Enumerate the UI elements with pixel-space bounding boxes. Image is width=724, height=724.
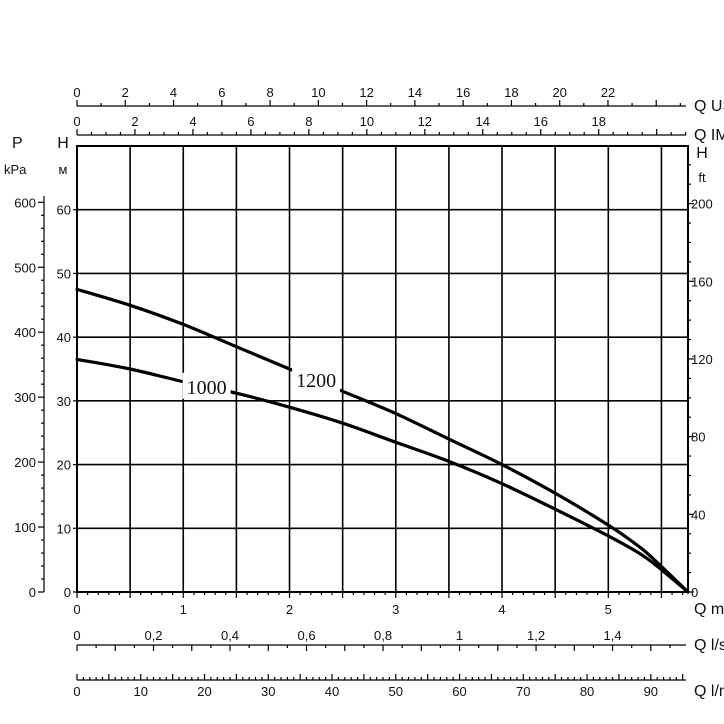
plot-frame — [76, 145, 689, 593]
axis-label-l-min: Q l/min — [694, 683, 724, 700]
x-tick-label-m3h: 2 — [286, 602, 293, 617]
x-tick-label-imp-gpm: 10 — [360, 114, 374, 129]
y-tick-label-p-kpa: 300 — [14, 390, 36, 405]
x-tick-label-imp-gpm: 14 — [476, 114, 490, 129]
y-tick-label-h-m: 60 — [57, 203, 71, 218]
x-tick-label-imp-gpm: 12 — [418, 114, 432, 129]
curve-label-1000: 1000 — [187, 377, 227, 399]
x-tick-label-l-s: 1,2 — [527, 628, 545, 643]
x-tick-label-imp-gpm: 8 — [305, 114, 312, 129]
x-tick-label-us-gpm: 6 — [218, 85, 225, 100]
x-tick-label-l-s: 0,6 — [297, 628, 315, 643]
y-tick-label-h-ft: 160 — [691, 274, 713, 289]
axis-label-h-ft: H — [696, 145, 708, 162]
x-tick-label-l-min: 30 — [261, 684, 275, 699]
y-tick-label-h-ft: 120 — [691, 352, 713, 367]
x-tick-label-us-gpm: 4 — [170, 85, 177, 100]
x-tick-label-l-min: 40 — [325, 684, 339, 699]
y-tick-label-h-ft: 0 — [691, 585, 698, 600]
y-tick-label-h-ft: 200 — [691, 197, 713, 212]
x-tick-label-imp-gpm: 2 — [131, 114, 138, 129]
curve-label-background — [182, 372, 231, 399]
x-tick-label-l-s: 0,2 — [144, 628, 162, 643]
x-tick-label-l-s: 1,4 — [604, 628, 622, 643]
plot-border — [76, 145, 689, 593]
x-tick-label-us-gpm: 8 — [266, 85, 273, 100]
x-tick-label-imp-gpm: 4 — [189, 114, 196, 129]
curve-label-background — [292, 366, 341, 393]
x-tick-label-us-gpm: 22 — [601, 85, 615, 100]
axis-label-us-gpm: Q US gpm — [694, 98, 724, 115]
curve-1000 — [75, 357, 690, 594]
x-tick-label-l-min: 90 — [644, 684, 658, 699]
x-tick-label-imp-gpm: 6 — [247, 114, 254, 129]
y-tick-label-h-m: 50 — [57, 266, 71, 281]
y-tick-label-h-m: 30 — [57, 394, 71, 409]
curve-1200 — [75, 287, 690, 594]
curve-label-1200: 1200 — [296, 370, 336, 392]
y-tick-label-p-kpa: 500 — [14, 260, 36, 275]
y-tick-label-p-kpa: 100 — [14, 520, 36, 535]
y-tick-label-h-m: 0 — [64, 585, 71, 600]
x-tick-label-us-gpm: 16 — [456, 85, 470, 100]
x-tick-label-m3h: 0 — [73, 602, 80, 617]
x-tick-label-m3h: 4 — [498, 602, 505, 617]
x-tick-label-imp-gpm: 18 — [591, 114, 605, 129]
x-tick-label-m3h: 3 — [392, 602, 399, 617]
x-tick-label-imp-gpm: 0 — [73, 114, 80, 129]
x-tick-label-us-gpm: 14 — [408, 85, 422, 100]
x-tick-label-us-gpm: 20 — [552, 85, 566, 100]
x-tick-label-m3h: 1 — [180, 602, 187, 617]
y-tick-label-p-kpa: 600 — [14, 195, 36, 210]
y-tick-label-h-ft: 40 — [691, 507, 705, 522]
axis-label-l-s: Q l/s — [694, 637, 724, 654]
y-tick-label-p-kpa: 200 — [14, 455, 36, 470]
x-tick-label-l-s: 1 — [456, 628, 463, 643]
y-tick-label-p-kpa: 0 — [29, 585, 36, 600]
axis-label-h-m: H — [57, 135, 69, 152]
y-tick-label-h-ft: 80 — [691, 430, 705, 445]
x-tick-label-imp-gpm: 16 — [534, 114, 548, 129]
axis-label-p: P — [12, 135, 23, 152]
x-tick-label-l-min: 60 — [452, 684, 466, 699]
x-tick-label-l-s: 0,4 — [221, 628, 239, 643]
axis-unit-h-m: м — [59, 162, 68, 177]
y-tick-label-h-m: 20 — [57, 458, 71, 473]
x-tick-label-l-min: 50 — [389, 684, 403, 699]
x-tick-label-l-min: 0 — [73, 684, 80, 699]
axis-label-imp-gpm: Q IMP gpm — [694, 127, 724, 144]
axis-unit-kpa: kPa — [4, 162, 27, 177]
axis-label-m3h: Q m³/h — [694, 601, 724, 618]
x-tick-label-us-gpm: 18 — [504, 85, 518, 100]
x-tick-label-l-min: 10 — [134, 684, 148, 699]
x-tick-label-us-gpm: 10 — [311, 85, 325, 100]
y-tick-label-p-kpa: 400 — [14, 325, 36, 340]
y-tick-label-h-m: 10 — [57, 521, 71, 536]
x-tick-label-us-gpm: 12 — [359, 85, 373, 100]
grid — [77, 146, 688, 592]
y-tick-label-h-m: 40 — [57, 330, 71, 345]
curves: 1200 1000 — [75, 287, 690, 594]
x-tick-label-l-min: 70 — [516, 684, 530, 699]
axes: 0102030405060Hм0100200300400500600PkPa04… — [4, 85, 724, 700]
x-tick-label-us-gpm: 2 — [122, 85, 129, 100]
axis-unit-ft: ft — [698, 170, 706, 185]
x-tick-label-l-s: 0,8 — [374, 628, 392, 643]
x-tick-label-l-s: 0 — [73, 628, 80, 643]
x-tick-label-m3h: 5 — [605, 602, 612, 617]
x-tick-label-l-min: 20 — [197, 684, 211, 699]
x-tick-label-l-min: 80 — [580, 684, 594, 699]
x-tick-label-us-gpm: 0 — [73, 85, 80, 100]
